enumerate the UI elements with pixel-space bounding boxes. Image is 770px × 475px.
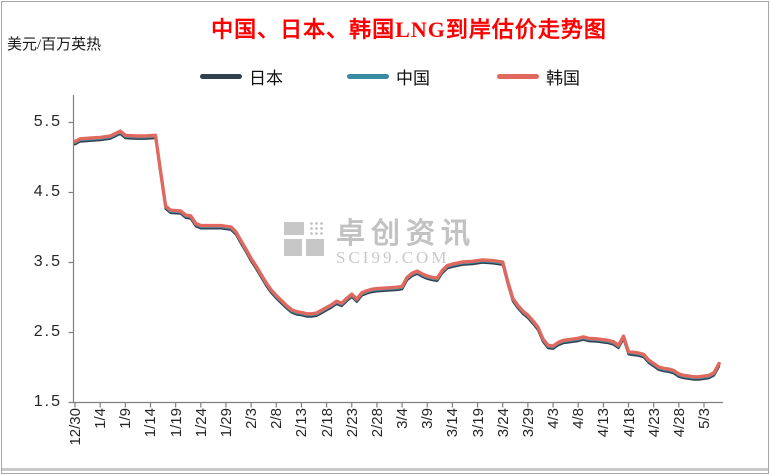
legend-swatch-korea (497, 73, 539, 79)
legend-swatch-china (347, 73, 389, 79)
watermark-name: 卓创资讯 (336, 218, 477, 250)
x-tick-label: 4/3 (545, 408, 563, 429)
x-tick-label: 2/13 (293, 408, 311, 438)
legend-label-japan: 日本 (249, 68, 283, 88)
x-tick-label: 2/23 (343, 408, 361, 438)
y-tick-label: 5.5 (33, 113, 62, 130)
series-line-korea (73, 129, 721, 379)
x-tick-label: 3/4 (394, 408, 412, 429)
legend-item-korea: 韩国 (497, 66, 580, 88)
x-tick-label: 3/14 (444, 408, 462, 438)
legend-swatch-japan (200, 73, 242, 79)
x-tick-label: 1/14 (142, 408, 160, 438)
legend-label-china: 中国 (396, 68, 430, 88)
sci99-logo-icon (284, 221, 330, 259)
x-tick-label: 1/24 (192, 408, 210, 438)
x-tick-label: 4/13 (595, 408, 613, 438)
x-tick-label: 3/9 (419, 408, 437, 429)
x-tick-label: 2/28 (368, 408, 386, 438)
y-tick-label: 3.5 (33, 253, 62, 270)
watermark-url: SCI99.COM (336, 248, 450, 267)
y-tick-label: 4.5 (33, 183, 62, 200)
legend-item-china: 中国 (347, 66, 430, 88)
x-tick-label: 1/29 (217, 408, 235, 438)
x-tick-label: 1/9 (117, 408, 135, 429)
x-tick-label: 2/8 (268, 408, 286, 429)
x-tick-label: 12/30 (67, 408, 84, 446)
chart-title: 中国、日本、韩国LNG到岸估价走势图 (211, 17, 607, 42)
x-tick-label: 3/19 (469, 408, 487, 438)
y-tick-label: 1.5 (33, 393, 62, 410)
x-tick-label: 3/24 (494, 408, 512, 438)
legend-label-korea: 韩国 (546, 68, 580, 88)
watermark-text-block: 卓创资讯 SCI99.COM (336, 219, 476, 266)
x-tick-label: 2/3 (243, 408, 261, 429)
x-tick-label: 1/4 (92, 408, 110, 429)
y-axis-unit-label: 美元/百万英热 (7, 37, 102, 53)
x-tick-label: 4/23 (645, 408, 663, 438)
x-tick-label: 3/29 (519, 408, 537, 438)
legend-item-japan: 日本 (200, 66, 283, 88)
watermark: 卓创资讯 SCI99.COM (284, 219, 476, 266)
x-tick-label: 4/18 (620, 408, 638, 438)
bottom-edge-line (2, 468, 768, 471)
x-tick-label: 2/18 (318, 408, 336, 438)
x-tick-label: 4/28 (670, 408, 688, 438)
y-tick-label: 2.5 (33, 323, 62, 340)
x-tick-label: 5/3 (696, 408, 713, 429)
x-tick-label: 4/8 (570, 408, 588, 429)
x-tick-label: 1/19 (167, 408, 185, 438)
